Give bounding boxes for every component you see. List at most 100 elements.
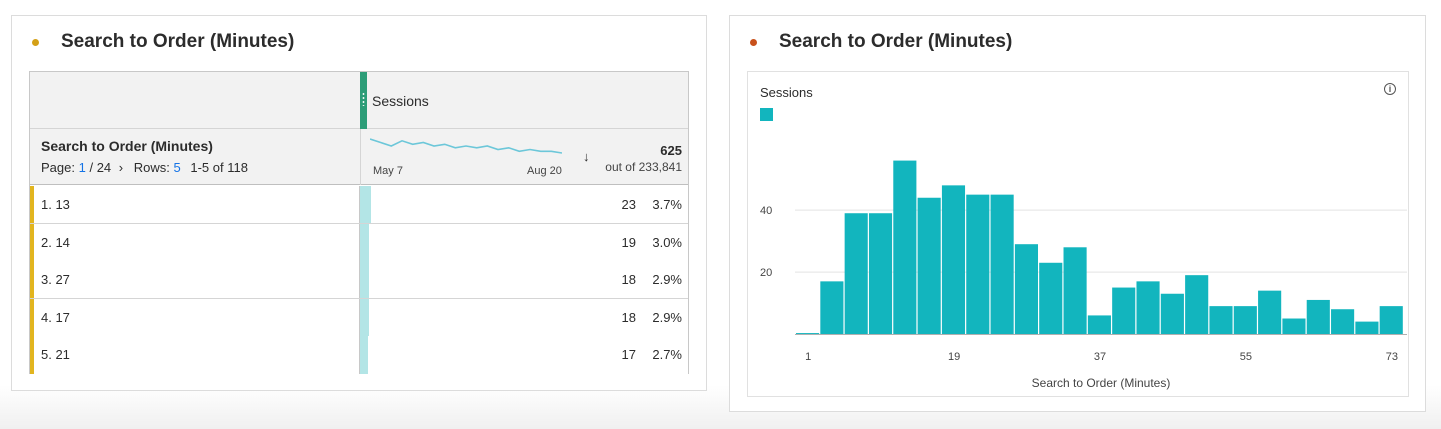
grip-icon [362,92,365,106]
table-dimension-row: Search to Order (Minutes) Page: 1 / 24 ›… [30,129,688,185]
sort-descending-icon[interactable]: ↓ [583,149,590,164]
histogram-bar [1282,318,1306,334]
histogram-bar [1039,262,1063,334]
histogram-chart: Sessions i 20 40 1 19 37 55 73 Search to Order … [747,71,1409,397]
sparkline-end-label: Aug 20 [527,165,562,177]
table-row[interactable]: 3. 27 18 2.9% [30,261,688,300]
current-page[interactable]: 1 [78,160,86,175]
histogram-bar [966,194,990,334]
panel-title-text: Search to Order (Minutes) [61,31,295,52]
histogram-bar [1331,309,1355,334]
histogram-bar [1160,293,1184,334]
dimension-header[interactable]: Search to Order (Minutes) [41,138,213,154]
freeform-table-panel: Search to Order (Minutes) Sessions Searc… [11,15,707,391]
histogram-bar [820,281,844,334]
histogram-svg: 20 40 1 19 37 55 73 Search to Order (Minutes) [760,160,1407,390]
histogram-panel: Search to Order (Minutes) Sessions i 20 4… [729,15,1426,412]
rows-per-page[interactable]: 5 [173,160,181,175]
row-percent-bar [360,336,368,375]
status-dot [750,38,757,46]
row-selection-marker [30,261,34,299]
column-divider [360,129,361,185]
table-row[interactable]: 1. 13 23 3.7% [30,186,688,224]
row-percent-bar [360,261,369,299]
y-tick-label: 20 [760,267,772,279]
row-percent: 2.7% [652,347,682,363]
column-drag-handle[interactable] [360,72,367,129]
histogram-bar [1233,306,1257,334]
histogram-bar [1087,315,1111,334]
histogram-bar [1136,281,1160,334]
histogram-bar [1185,275,1209,334]
status-dot [32,38,39,46]
sparkline [370,138,562,154]
x-tick-label: 1 [805,351,811,363]
chevron-right-icon[interactable]: › [118,160,124,175]
row-divider [359,186,360,223]
table-row[interactable]: 2. 14 19 3.0% [30,223,688,262]
row-value: 18 [621,309,636,325]
row-selection-marker [30,186,34,223]
row-value: 18 [621,272,636,288]
histogram-bar [868,213,893,334]
histogram-bar [796,333,820,334]
freeform-table: Sessions Search to Order (Minutes) Page:… [29,71,689,375]
histogram-bar [844,213,868,334]
histogram-bar [1014,244,1038,334]
histogram-bar [917,197,941,334]
row-selection-marker [30,223,34,261]
row-percent-bar [360,186,371,223]
row-percent: 2.9% [652,309,682,325]
row-selection-marker [30,298,34,336]
row-percent-bar [360,223,369,261]
metric-column-header[interactable]: Sessions [372,93,429,109]
info-icon[interactable]: i [1384,83,1396,95]
sparkline-start-label: May 7 [373,165,403,177]
row-value: 23 [621,197,636,212]
table-header-row: Sessions [30,72,688,129]
row-percent: 3.0% [652,234,682,250]
panel-title: Search to Order (Minutes) [750,31,1012,53]
row-divider [359,298,360,336]
row-value: 17 [621,347,636,363]
legend-label: Sessions [760,85,813,100]
row-percent-bar [360,298,369,336]
table-row[interactable]: 5. 21 17 2.7% [30,336,688,375]
row-value: 19 [621,234,636,250]
row-range: 1-5 of 118 [190,160,248,175]
table-row[interactable]: 4. 17 18 2.9% [30,298,688,337]
row-divider [359,336,360,375]
row-label: 2. 14 [41,234,70,250]
histogram-bar [1063,247,1087,334]
legend-swatch[interactable] [760,108,773,121]
histogram-bar [941,185,966,334]
x-tick-label: 37 [1094,351,1106,363]
panel-title-text: Search to Order (Minutes) [779,31,1013,52]
row-divider [359,223,360,261]
x-tick-label: 55 [1240,351,1252,363]
x-tick-label: 73 [1386,351,1398,363]
pagination: Page: 1 / 24 › Rows: 5 1-5 of 118 [41,160,248,175]
row-percent: 3.7% [652,197,682,212]
panel-title: Search to Order (Minutes) [32,31,294,53]
histogram-bar [893,160,917,334]
row-label: 4. 17 [41,309,70,325]
page-label: Page: [41,160,75,175]
x-tick-label: 19 [948,351,960,363]
histogram-bar [1258,290,1282,334]
row-selection-marker [30,336,34,375]
page-total: / 24 [89,160,112,175]
histogram-bar [990,194,1014,334]
histogram-bar [1306,299,1330,334]
row-percent: 2.9% [652,272,682,288]
histogram-bar [1379,306,1403,334]
row-label: 1. 13 [41,197,70,212]
histogram-bar [1112,287,1136,334]
rows-label: Rows: [133,160,170,175]
column-total-sub: out of 233,841 [605,160,682,174]
row-label: 3. 27 [41,272,70,288]
y-tick-label: 40 [760,205,772,217]
histogram-bar [1355,321,1379,334]
row-label: 5. 21 [41,347,70,363]
x-axis-title: Search to Order (Minutes) [1032,376,1171,390]
